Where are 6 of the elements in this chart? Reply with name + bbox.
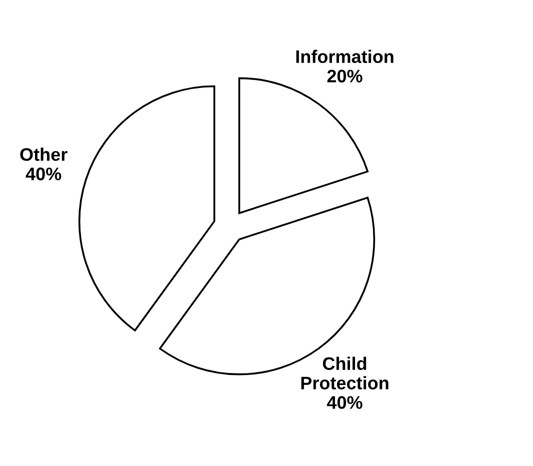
slice-label: Child Protection: [301, 356, 388, 390]
data-label: 40%: [326, 396, 362, 409]
slice-label: Other: [20, 148, 68, 161]
data-label: 20%: [327, 70, 362, 82]
slice-label: Information: [296, 50, 394, 64]
data-label: 40%: [26, 168, 62, 180]
